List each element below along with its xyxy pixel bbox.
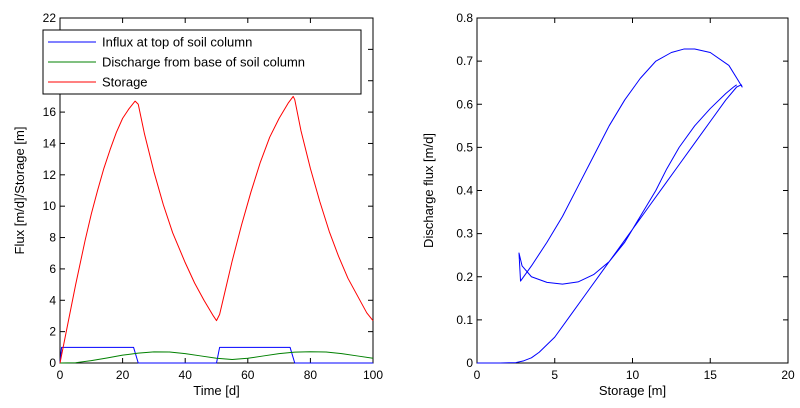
right-plot: 0 5 10 15 20 0 0.1 0.2 0.3 0.4 0.5 0.6 0.7 0.8 Storag…	[421, 11, 795, 398]
left-xlabel: Time [d]	[193, 383, 239, 398]
left-series	[59, 95, 374, 364]
left-ytick-label: 14	[43, 136, 57, 150]
left-xtick-label: 20	[116, 368, 130, 382]
right-ytick-label: 0	[466, 356, 473, 370]
right-ylabel: Discharge flux [m/d]	[421, 133, 436, 248]
right-xtick-label: 20	[781, 368, 795, 382]
right-ytick-label: 0.1	[456, 313, 473, 327]
legend-items: Influx at top of soil column Discharge fr…	[48, 35, 305, 90]
right-ticks: 0 5 10 15 20 0 0.1 0.2 0.3 0.4 0.5 0.6 0.7 0.8	[456, 11, 795, 382]
legend: Influx at top of soil column Discharge fr…	[42, 29, 362, 95]
left-xtick-label: 60	[241, 368, 255, 382]
left-ylabel: Flux [m/d]/Storage [m]	[12, 127, 27, 255]
right-series	[477, 48, 743, 364]
right-ytick-label: 0.7	[456, 54, 473, 68]
right-xtick-label: 5	[551, 368, 558, 382]
left-ytick-label: 22	[43, 11, 57, 25]
left-ticks: 0204060801000246810121416182022	[43, 11, 384, 382]
left-ytick-label: 4	[49, 293, 56, 307]
left-xtick-label: 80	[304, 368, 318, 382]
left-ytick-label: 12	[43, 168, 57, 182]
left-xtick-label: 0	[57, 368, 64, 382]
left-plot: 0204060801000246810121416182022 Time [d]…	[12, 11, 383, 398]
right-xtick-label: 15	[704, 368, 718, 382]
left-ytick-label: 8	[49, 231, 56, 245]
right-ytick-label: 0.6	[456, 97, 473, 111]
right-ytick-label: 0.3	[456, 227, 473, 241]
left-ytick-label: 16	[43, 105, 57, 119]
left-ytick-label: 2	[49, 325, 56, 339]
right-ytick-label: 0.5	[456, 140, 473, 154]
right-xlabel: Storage [m]	[599, 383, 666, 398]
left-ytick-label: 10	[43, 199, 57, 213]
legend-label: Storage	[102, 75, 148, 90]
legend-label: Discharge from base of soil column	[102, 55, 305, 70]
right-ytick-label: 0.8	[456, 11, 473, 25]
left-series-storage	[59, 95, 374, 364]
left-series-discharge-from-base-of-soil-column	[59, 351, 374, 364]
right-ytick-label: 0.2	[456, 270, 473, 284]
right-xtick-label: 0	[474, 368, 481, 382]
right-plot-area	[476, 17, 789, 364]
legend-label: Influx at top of soil column	[102, 35, 252, 50]
left-ytick-label: 0	[49, 356, 56, 370]
right-ytick-label: 0.4	[456, 184, 473, 198]
left-xtick-label: 40	[179, 368, 193, 382]
left-series-influx-at-top-of-soil-column	[59, 346, 373, 364]
right-series-discharge-storage-loop	[477, 48, 743, 364]
right-xtick-label: 10	[626, 368, 640, 382]
left-ytick-label: 6	[49, 262, 56, 276]
left-xtick-label: 100	[363, 368, 383, 382]
